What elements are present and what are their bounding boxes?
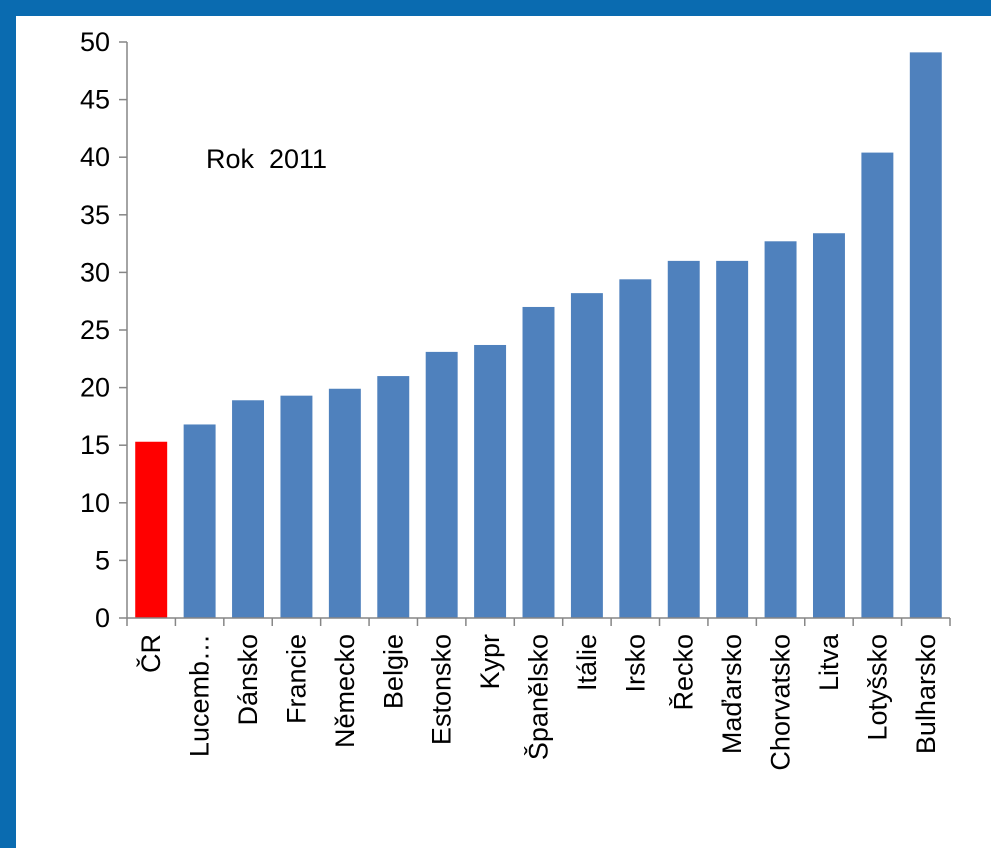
- x-tick-label: Kypr: [475, 634, 505, 690]
- bar: [135, 441, 168, 618]
- x-tick-label: Řecko: [668, 634, 699, 711]
- bar: [619, 279, 652, 618]
- y-tick-label: 45: [80, 85, 110, 115]
- bar: [522, 306, 555, 618]
- bar: [716, 260, 749, 618]
- chart-annotation: Rok 2011: [206, 144, 327, 174]
- x-tick-label: Španělsko: [523, 634, 554, 760]
- bar: [232, 400, 265, 618]
- bars: [135, 52, 942, 619]
- y-tick-label: 50: [80, 27, 110, 57]
- y-tick-label: 10: [80, 488, 110, 518]
- bar: [377, 376, 410, 618]
- y-tick-label: 25: [80, 315, 110, 345]
- x-tick-label: Bulharsko: [911, 634, 941, 754]
- x-tick-label: Lucemb…: [185, 634, 215, 757]
- x-tick-label: Estonsko: [427, 634, 457, 745]
- bar: [812, 233, 845, 618]
- x-tick-label: ČR: [135, 634, 166, 673]
- y-tick-label: 5: [95, 545, 110, 575]
- y-tick-label: 30: [80, 257, 110, 287]
- x-axis: ČR Lucemb… Dánsko Francie Německo Belgie Eston…: [126, 617, 951, 771]
- x-tick-label: Lotyšsko: [862, 634, 892, 741]
- chart-frame: 0 5 10 15 20 25 30 35 40 45 50 ČR Lucemb… Dánsko Fran…: [16, 16, 991, 848]
- y-axis: 0 5 10 15 20 25 30 35 40 45 50: [80, 27, 128, 633]
- x-tick-label: Itálie: [572, 634, 602, 691]
- y-tick-label: 35: [80, 200, 110, 230]
- bar: [280, 395, 313, 618]
- x-tick-label: Francie: [281, 634, 311, 724]
- y-tick-label: 40: [80, 142, 110, 172]
- bar: [667, 260, 700, 618]
- bar: [861, 152, 894, 619]
- x-tick-label: Irsko: [620, 634, 650, 693]
- bar: [183, 424, 216, 618]
- bar: [764, 241, 797, 618]
- x-tick-label: Belgie: [378, 634, 408, 709]
- x-tick-label: Německo: [330, 634, 360, 748]
- bar-chart: 0 5 10 15 20 25 30 35 40 45 50 ČR Lucemb… Dánsko Fran…: [80, 27, 951, 771]
- bar: [328, 388, 361, 618]
- bar: [570, 293, 603, 618]
- y-tick-label: 20: [80, 373, 110, 403]
- bar: [425, 351, 458, 618]
- bar: [909, 52, 942, 619]
- x-tick-label: Chorvatsko: [766, 634, 796, 771]
- y-tick-label: 0: [95, 603, 110, 633]
- x-tick-label: Litva: [814, 633, 844, 691]
- x-tick-label: Maďarsko: [717, 634, 747, 754]
- y-tick-label: 15: [80, 430, 110, 460]
- bar: [474, 344, 507, 618]
- x-tick-label: Dánsko: [233, 634, 263, 726]
